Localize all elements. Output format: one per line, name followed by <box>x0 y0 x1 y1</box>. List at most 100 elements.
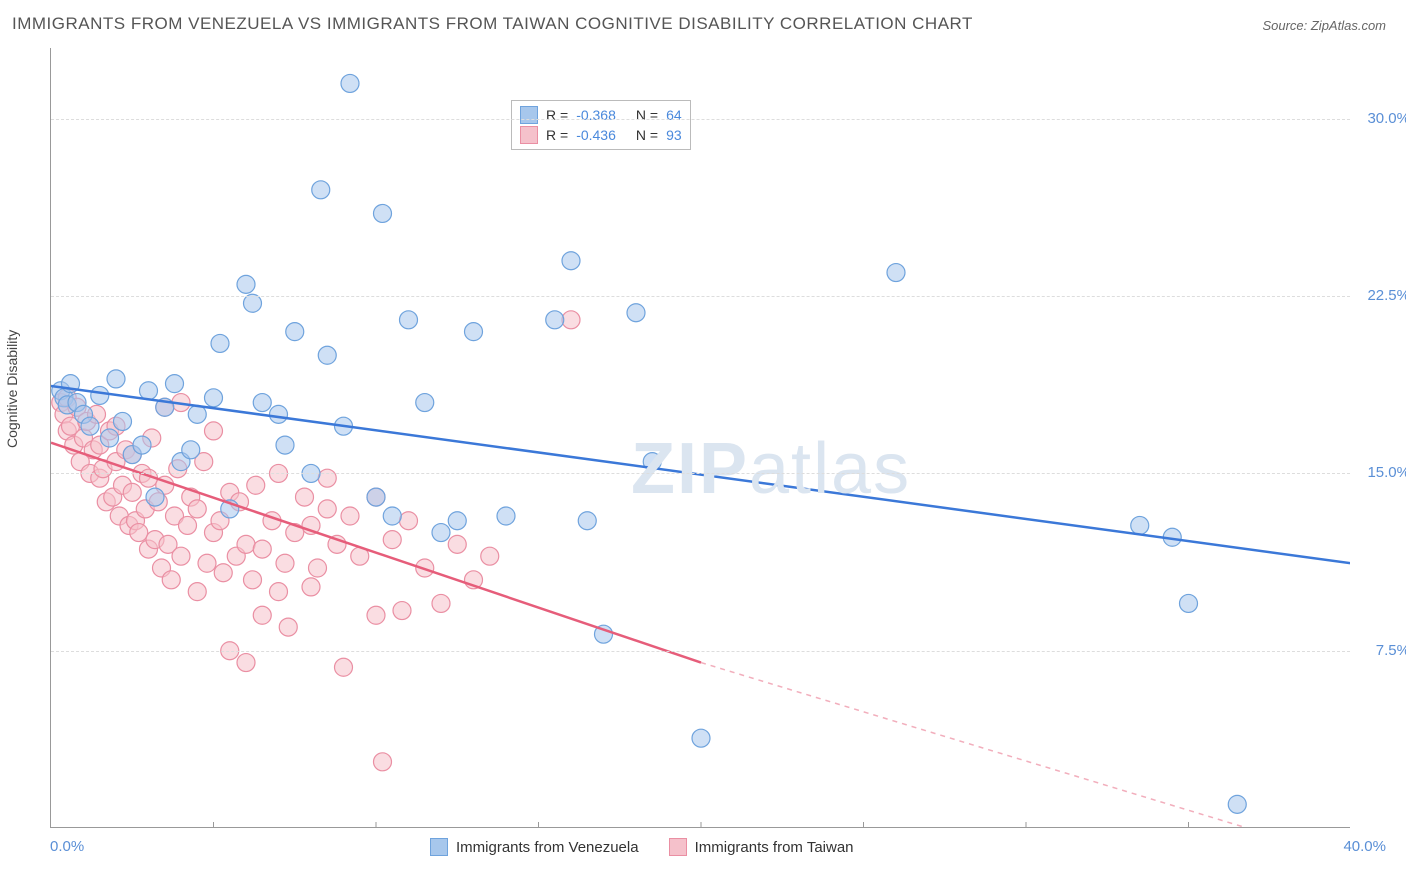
data-point <box>162 571 180 589</box>
stat-n-label: N = <box>636 127 658 143</box>
data-point <box>296 488 314 506</box>
data-point <box>101 429 119 447</box>
stat-n-value: 64 <box>666 107 682 123</box>
legend-bottom: Immigrants from Venezuela Immigrants from… <box>430 838 854 856</box>
data-point <box>279 618 297 636</box>
plot-svg <box>51 48 1350 827</box>
data-point <box>341 74 359 92</box>
data-point <box>562 311 580 329</box>
y-tick-label: 7.5% <box>1355 642 1406 659</box>
stat-r-value: -0.436 <box>576 127 616 143</box>
data-point <box>432 594 450 612</box>
data-point <box>91 386 109 404</box>
data-point <box>432 524 450 542</box>
data-point <box>188 583 206 601</box>
stat-r-value: -0.368 <box>576 107 616 123</box>
gridline-h <box>51 473 1350 474</box>
gridline-h <box>51 119 1350 120</box>
data-point <box>253 606 271 624</box>
data-point <box>309 559 327 577</box>
data-point <box>286 323 304 341</box>
y-tick-label: 22.5% <box>1355 287 1406 304</box>
legend-stat-row: R = -0.368 N = 64 <box>520 105 682 125</box>
data-point <box>276 554 294 572</box>
data-point <box>237 535 255 553</box>
data-point <box>211 334 229 352</box>
trend-line-dashed <box>701 663 1286 827</box>
data-point <box>270 583 288 601</box>
data-point <box>270 405 288 423</box>
x-tick-min: 0.0% <box>50 838 84 855</box>
chart-container: IMMIGRANTS FROM VENEZUELA VS IMMIGRANTS … <box>0 0 1406 892</box>
data-point <box>182 441 200 459</box>
data-point <box>140 382 158 400</box>
data-point <box>887 264 905 282</box>
data-point <box>400 512 418 530</box>
data-point <box>214 564 232 582</box>
data-point <box>114 412 132 430</box>
data-point <box>133 436 151 454</box>
plot-area: ZIPatlas R =-0.368N =64R =-0.436N =93 7.… <box>50 48 1350 828</box>
data-point <box>237 275 255 293</box>
data-point <box>383 507 401 525</box>
source-label: Source: ZipAtlas.com <box>1262 18 1386 33</box>
data-point <box>179 516 197 534</box>
data-point <box>1131 516 1149 534</box>
stat-r-label: R = <box>546 127 568 143</box>
data-point <box>374 204 392 222</box>
data-point <box>123 483 141 501</box>
data-point <box>318 500 336 518</box>
data-point <box>341 507 359 525</box>
stat-n-label: N = <box>636 107 658 123</box>
data-point <box>416 394 434 412</box>
data-point <box>1180 594 1198 612</box>
chart-title: IMMIGRANTS FROM VENEZUELA VS IMMIGRANTS … <box>12 14 973 34</box>
data-point <box>318 469 336 487</box>
data-point <box>448 512 466 530</box>
data-point <box>312 181 330 199</box>
data-point <box>627 304 645 322</box>
data-point <box>146 488 164 506</box>
data-point <box>448 535 466 553</box>
data-point <box>497 507 515 525</box>
data-point <box>562 252 580 270</box>
data-point <box>107 370 125 388</box>
data-point <box>318 346 336 364</box>
legend-label: Immigrants from Venezuela <box>456 839 639 856</box>
data-point <box>383 531 401 549</box>
data-point <box>253 540 271 558</box>
legend-swatch <box>430 838 448 856</box>
data-point <box>367 488 385 506</box>
legend-stat-row: R =-0.436N =93 <box>520 125 682 145</box>
legend-stats: R =-0.368N =64R =-0.436N =93 <box>511 100 691 150</box>
data-point <box>188 500 206 518</box>
y-tick-label: 30.0% <box>1355 110 1406 127</box>
data-point <box>393 602 411 620</box>
legend-swatch <box>520 106 538 124</box>
data-point <box>481 547 499 565</box>
data-point <box>205 389 223 407</box>
data-point <box>302 578 320 596</box>
stat-r-label: R = <box>546 107 568 123</box>
data-point <box>247 476 265 494</box>
legend-swatch <box>669 838 687 856</box>
gridline-h <box>51 296 1350 297</box>
data-point <box>172 547 190 565</box>
data-point <box>276 436 294 454</box>
data-point <box>166 375 184 393</box>
data-point <box>244 571 262 589</box>
y-axis-label: Cognitive Disability <box>4 330 20 448</box>
data-point <box>1228 795 1246 813</box>
y-tick-label: 15.0% <box>1355 464 1406 481</box>
legend-item: Immigrants from Venezuela <box>430 838 639 856</box>
data-point <box>546 311 564 329</box>
data-point <box>81 417 99 435</box>
data-point <box>205 422 223 440</box>
data-point <box>198 554 216 572</box>
data-point <box>465 323 483 341</box>
legend-item: Immigrants from Taiwan <box>669 838 854 856</box>
legend-swatch <box>520 126 538 144</box>
data-point <box>374 753 392 771</box>
x-tick-max: 40.0% <box>1343 838 1386 855</box>
legend-label: Immigrants from Taiwan <box>695 839 854 856</box>
